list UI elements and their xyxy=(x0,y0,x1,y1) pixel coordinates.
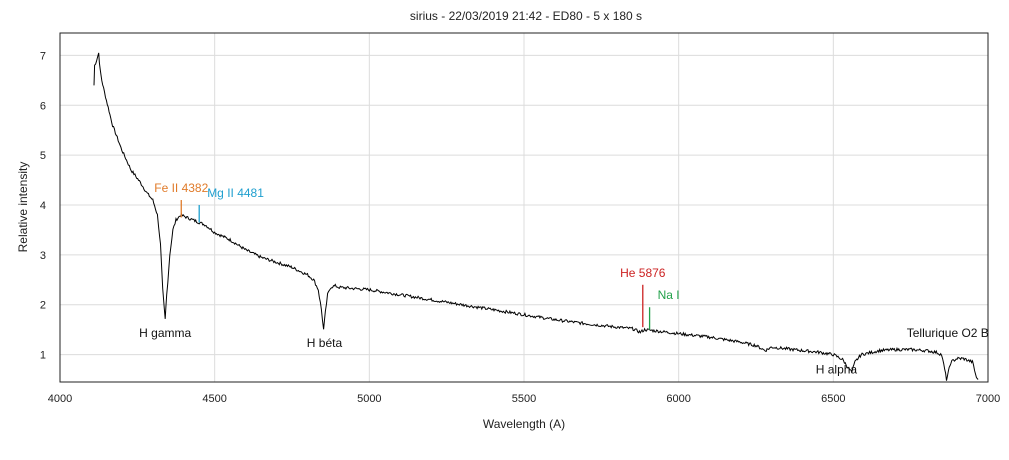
x-tick-label: 5000 xyxy=(357,393,381,405)
grid xyxy=(60,33,988,382)
plot-area xyxy=(93,52,979,381)
y-axis-label: Relative intensity xyxy=(16,162,30,253)
y-tick-label: 3 xyxy=(40,250,46,262)
plot-frame xyxy=(59,32,989,383)
annotation-label: Na I xyxy=(658,288,680,302)
x-tick-label: 7000 xyxy=(976,393,1000,405)
x-axis-label: Wavelength (A) xyxy=(483,417,565,431)
y-tick-label: 4 xyxy=(40,200,46,212)
y-tick-label: 2 xyxy=(40,300,46,312)
line-label: H béta xyxy=(307,336,343,350)
x-tick-label: 4000 xyxy=(48,393,72,405)
chart-title: sirius - 22/03/2019 21:42 - ED80 - 5 x 1… xyxy=(410,9,642,23)
line-label: H alpha xyxy=(816,363,858,377)
line-label: Tellurique O2 B xyxy=(907,326,989,340)
annotation-label: Fe II 4382 xyxy=(154,181,208,195)
y-tick-label: 1 xyxy=(40,350,46,362)
y-tick-label: 5 xyxy=(40,150,46,162)
x-tick-label: 6000 xyxy=(666,393,690,405)
y-tick-label: 6 xyxy=(40,100,46,112)
line-label: H gamma xyxy=(139,326,191,340)
x-tick-label: 6500 xyxy=(821,393,845,405)
y-tick-label: 7 xyxy=(40,50,46,62)
annotation-label: He 5876 xyxy=(620,266,666,280)
x-axis-ticks: 4000 4500 5000 5500 6000 6500 7000 xyxy=(48,393,1000,405)
y-axis-ticks: 1 2 3 4 5 6 7 xyxy=(40,50,46,361)
annotation-label: Mg II 4481 xyxy=(207,186,264,200)
line-labels: H gamma H béta H alpha Tellurique O2 B xyxy=(139,326,989,376)
spectrum-series-line xyxy=(93,52,979,381)
x-tick-label: 5500 xyxy=(512,393,536,405)
x-tick-label: 4500 xyxy=(202,393,226,405)
